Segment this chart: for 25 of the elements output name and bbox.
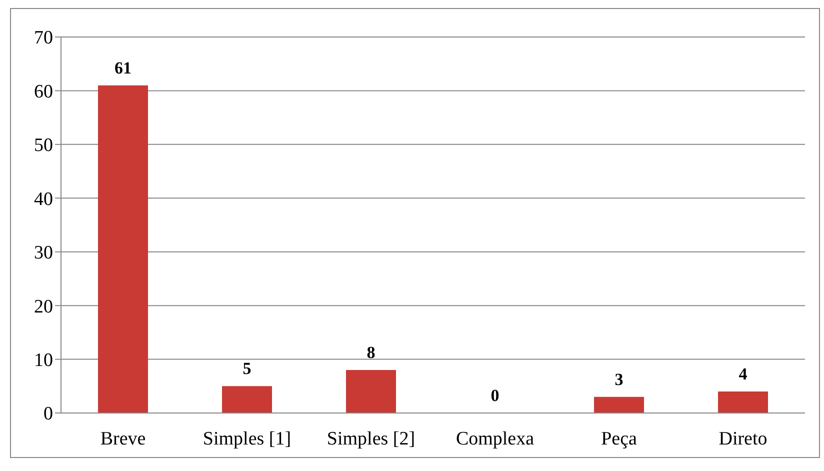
x-tick-label: Direto xyxy=(718,428,768,450)
y-tick-label: 40 xyxy=(34,188,53,210)
data-label: 8 xyxy=(366,343,376,362)
x-tick-label: Simples [1] xyxy=(202,428,292,450)
y-tick-label: 20 xyxy=(34,296,53,318)
y-tick-label: 30 xyxy=(34,242,53,264)
data-label: 4 xyxy=(738,364,748,384)
data-label: 61 xyxy=(114,58,132,78)
bar xyxy=(98,85,148,413)
x-tick-label: Peça xyxy=(601,428,638,450)
bar xyxy=(346,370,396,413)
y-tick-label: 50 xyxy=(34,135,53,156)
bar xyxy=(594,396,644,413)
y-tick-label: 70 xyxy=(34,28,53,49)
data-label: 3 xyxy=(614,370,624,389)
y-tick-label: 60 xyxy=(34,81,53,102)
y-tick-label: 0 xyxy=(44,404,53,425)
y-tick-label: 10 xyxy=(34,350,53,372)
data-label: 0 xyxy=(490,386,500,405)
data-label: 5 xyxy=(242,359,252,378)
bar xyxy=(222,386,272,413)
x-tick-label: Complexa xyxy=(456,428,535,450)
x-tick-label: Breve xyxy=(100,428,146,450)
x-tick-label: Simples [2] xyxy=(326,428,416,450)
bar xyxy=(718,392,768,413)
